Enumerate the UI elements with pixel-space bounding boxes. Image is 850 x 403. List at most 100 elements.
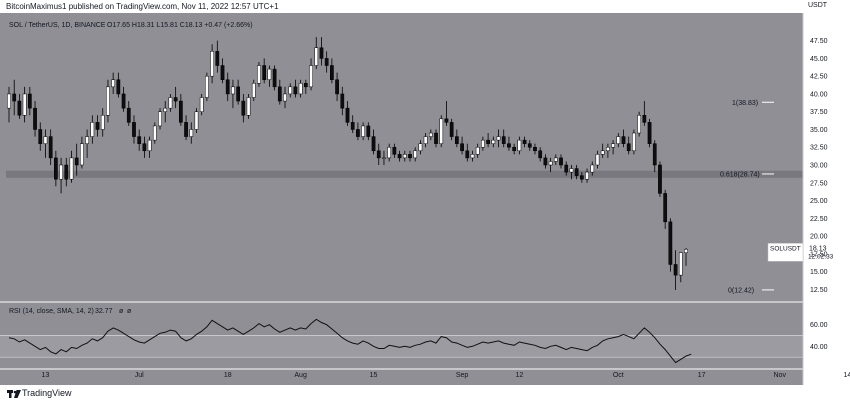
candle-body [543, 157, 548, 166]
last-price-value: 18.13 [809, 245, 827, 252]
candle [231, 79, 235, 109]
support-zone [6, 170, 803, 178]
candle-body [663, 193, 668, 223]
candle [569, 165, 574, 180]
currency-label: USDT [808, 2, 828, 9]
candle-body [116, 79, 121, 95]
candle [335, 72, 339, 102]
candle [621, 129, 626, 148]
candle-body [54, 157, 58, 180]
candle [199, 93, 204, 116]
candle [220, 58, 225, 84]
candle-body [178, 100, 183, 123]
candle-body [600, 150, 605, 155]
candle [225, 72, 230, 102]
candle-body [595, 154, 600, 166]
candle-body [293, 86, 298, 95]
candle-body [658, 164, 662, 194]
candle-body [59, 164, 63, 180]
candle [491, 136, 496, 148]
candle-body [616, 136, 621, 144]
time-tick: 15 [370, 372, 378, 379]
candle [236, 79, 241, 105]
price-tick: 22.50 [810, 216, 828, 223]
ohlc-values: O17.65 H18.31 L15.81 C18.13 +0.47 (+2.66… [107, 22, 253, 29]
candle-body [444, 118, 449, 123]
candle [74, 143, 79, 176]
candle-body [423, 136, 428, 144]
candle [460, 136, 464, 155]
candle-body [418, 143, 423, 152]
candle [600, 143, 605, 158]
candle-body [158, 111, 162, 127]
candle [137, 129, 142, 151]
candle-body [205, 75, 209, 98]
candle-body [340, 93, 345, 109]
candle-body [496, 136, 501, 141]
time-tick: Oct [613, 372, 624, 379]
candle-body [22, 93, 27, 116]
price-tick: 35.00 [810, 127, 828, 134]
candle-body [527, 143, 532, 148]
fib-label: 0.618(28.74) [720, 171, 760, 178]
candle [611, 140, 615, 155]
candle [277, 79, 282, 105]
candle [298, 79, 303, 98]
price-tick: 12.50 [810, 287, 828, 294]
candle-body [132, 122, 136, 137]
candle [632, 129, 636, 155]
candle-body [43, 136, 48, 144]
candle [106, 79, 110, 123]
candle-body [189, 129, 194, 137]
candle [538, 147, 543, 162]
candle [449, 118, 454, 141]
candle [95, 115, 100, 137]
candle-body [64, 164, 69, 180]
price-chart[interactable]: 1(38.83)0.618(28.74)0(12.42) 47.5045.004… [0, 0, 850, 385]
candle-body [220, 65, 225, 80]
candle [54, 150, 58, 187]
candle [507, 136, 511, 151]
candle [27, 86, 32, 116]
candle [590, 161, 595, 176]
candle [262, 58, 267, 84]
candle [272, 65, 277, 91]
candle [652, 140, 657, 173]
candle-body [434, 132, 438, 144]
chart-area-background [0, 13, 803, 385]
candle-body [48, 136, 53, 159]
candle [413, 147, 418, 162]
candle [397, 150, 402, 162]
candle [64, 157, 69, 187]
candle [152, 122, 157, 144]
rsi-band [0, 335, 803, 358]
candle [69, 150, 74, 183]
candle [7, 86, 11, 123]
candle-body [413, 150, 418, 159]
candle [350, 115, 355, 134]
candle-body [298, 83, 303, 95]
candle-body [548, 161, 553, 166]
fib-label: 0(12.42) [728, 287, 754, 294]
candle-body [585, 171, 589, 180]
candle-body [27, 93, 32, 109]
candle-body [309, 65, 313, 88]
candle [559, 154, 563, 169]
candle-body [402, 154, 407, 159]
candle-body [257, 65, 261, 84]
candle [553, 154, 558, 165]
candle-body [231, 86, 235, 95]
candle-body [319, 47, 324, 59]
candle [158, 108, 162, 130]
candle [330, 58, 334, 84]
candle-body [647, 122, 652, 144]
price-tick: 25.00 [810, 198, 828, 205]
candle [147, 136, 152, 158]
candle [80, 136, 84, 169]
candle-body [33, 107, 37, 130]
candle-body [80, 143, 84, 166]
candle-body [303, 83, 308, 88]
candle-body [95, 122, 100, 130]
candle-body [126, 107, 131, 123]
